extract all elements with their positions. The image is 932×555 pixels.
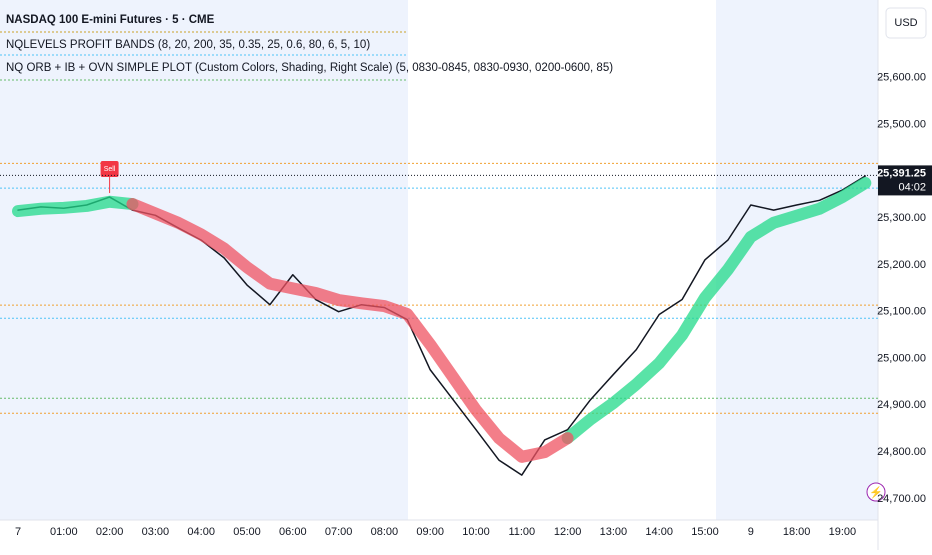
x-tick-label: 15:00 [691, 526, 719, 538]
x-tick-label: 04:00 [187, 526, 215, 538]
x-tick-label: 14:00 [645, 526, 673, 538]
last-price-box [878, 165, 932, 196]
x-tick-label: 19:00 [829, 526, 857, 538]
x-tick-label: 09:00 [416, 526, 444, 538]
x-tick-label: 18:00 [783, 526, 811, 538]
countdown: 04:02 [898, 181, 926, 193]
session-shade [0, 0, 408, 520]
alert-icon-glyph: ⚡ [869, 486, 883, 499]
last-price-label: 25,391.25 [877, 167, 926, 179]
currency-button[interactable] [885, 7, 927, 39]
x-tick-label: 08:00 [371, 526, 399, 538]
trend-band [12, 195, 139, 218]
signal-label: Sell [104, 166, 116, 173]
y-tick-label: 24,800.00 [877, 446, 926, 458]
alert-icon[interactable] [866, 482, 886, 502]
x-tick-label: 06:00 [279, 526, 307, 538]
chart-title: NASDAQ 100 E-mini Futures · 5 · CME [6, 14, 215, 26]
indicator-label: NQLEVELS PROFIT BANDS (8, 20, 200, 35, 0… [6, 39, 370, 51]
x-tick-label: 03:00 [142, 526, 170, 538]
plot: Sell [0, 161, 878, 476]
currency[interactable]: USD [894, 17, 917, 29]
trend-band [126, 198, 574, 463]
y-tick-label: 24,700.00 [877, 493, 926, 505]
y-tick-label: 25,100.00 [877, 306, 926, 318]
trend-band [561, 177, 872, 445]
indicator-label: NQ ORB + IB + OVN SIMPLE PLOT (Custom Co… [6, 62, 613, 74]
x-tick-label: 05:00 [233, 526, 261, 538]
x-tick-label: 07:00 [325, 526, 353, 538]
x-tick-label: 9 [748, 526, 754, 538]
x-tick-label: 10:00 [462, 526, 490, 538]
y-tick-label: 24,900.00 [877, 399, 926, 411]
x-tick-label: 13:00 [600, 526, 628, 538]
y-tick-label: 25,300.00 [877, 212, 926, 224]
session-shade [716, 0, 878, 520]
x-tick-label: 11:00 [508, 526, 535, 538]
x-tick-label: 01:00 [50, 526, 78, 538]
x-tick-label: 12:00 [554, 526, 582, 538]
x-tick-label: 7 [15, 526, 21, 538]
x-tick-label: 02:00 [96, 526, 124, 538]
signal-marker [100, 161, 119, 178]
y-tick-label: 25,000.00 [877, 352, 926, 364]
y-tick-label: 25,600.00 [877, 72, 926, 84]
y-tick-label: 25,200.00 [877, 259, 926, 271]
y-tick-label: 25,500.00 [877, 118, 926, 130]
